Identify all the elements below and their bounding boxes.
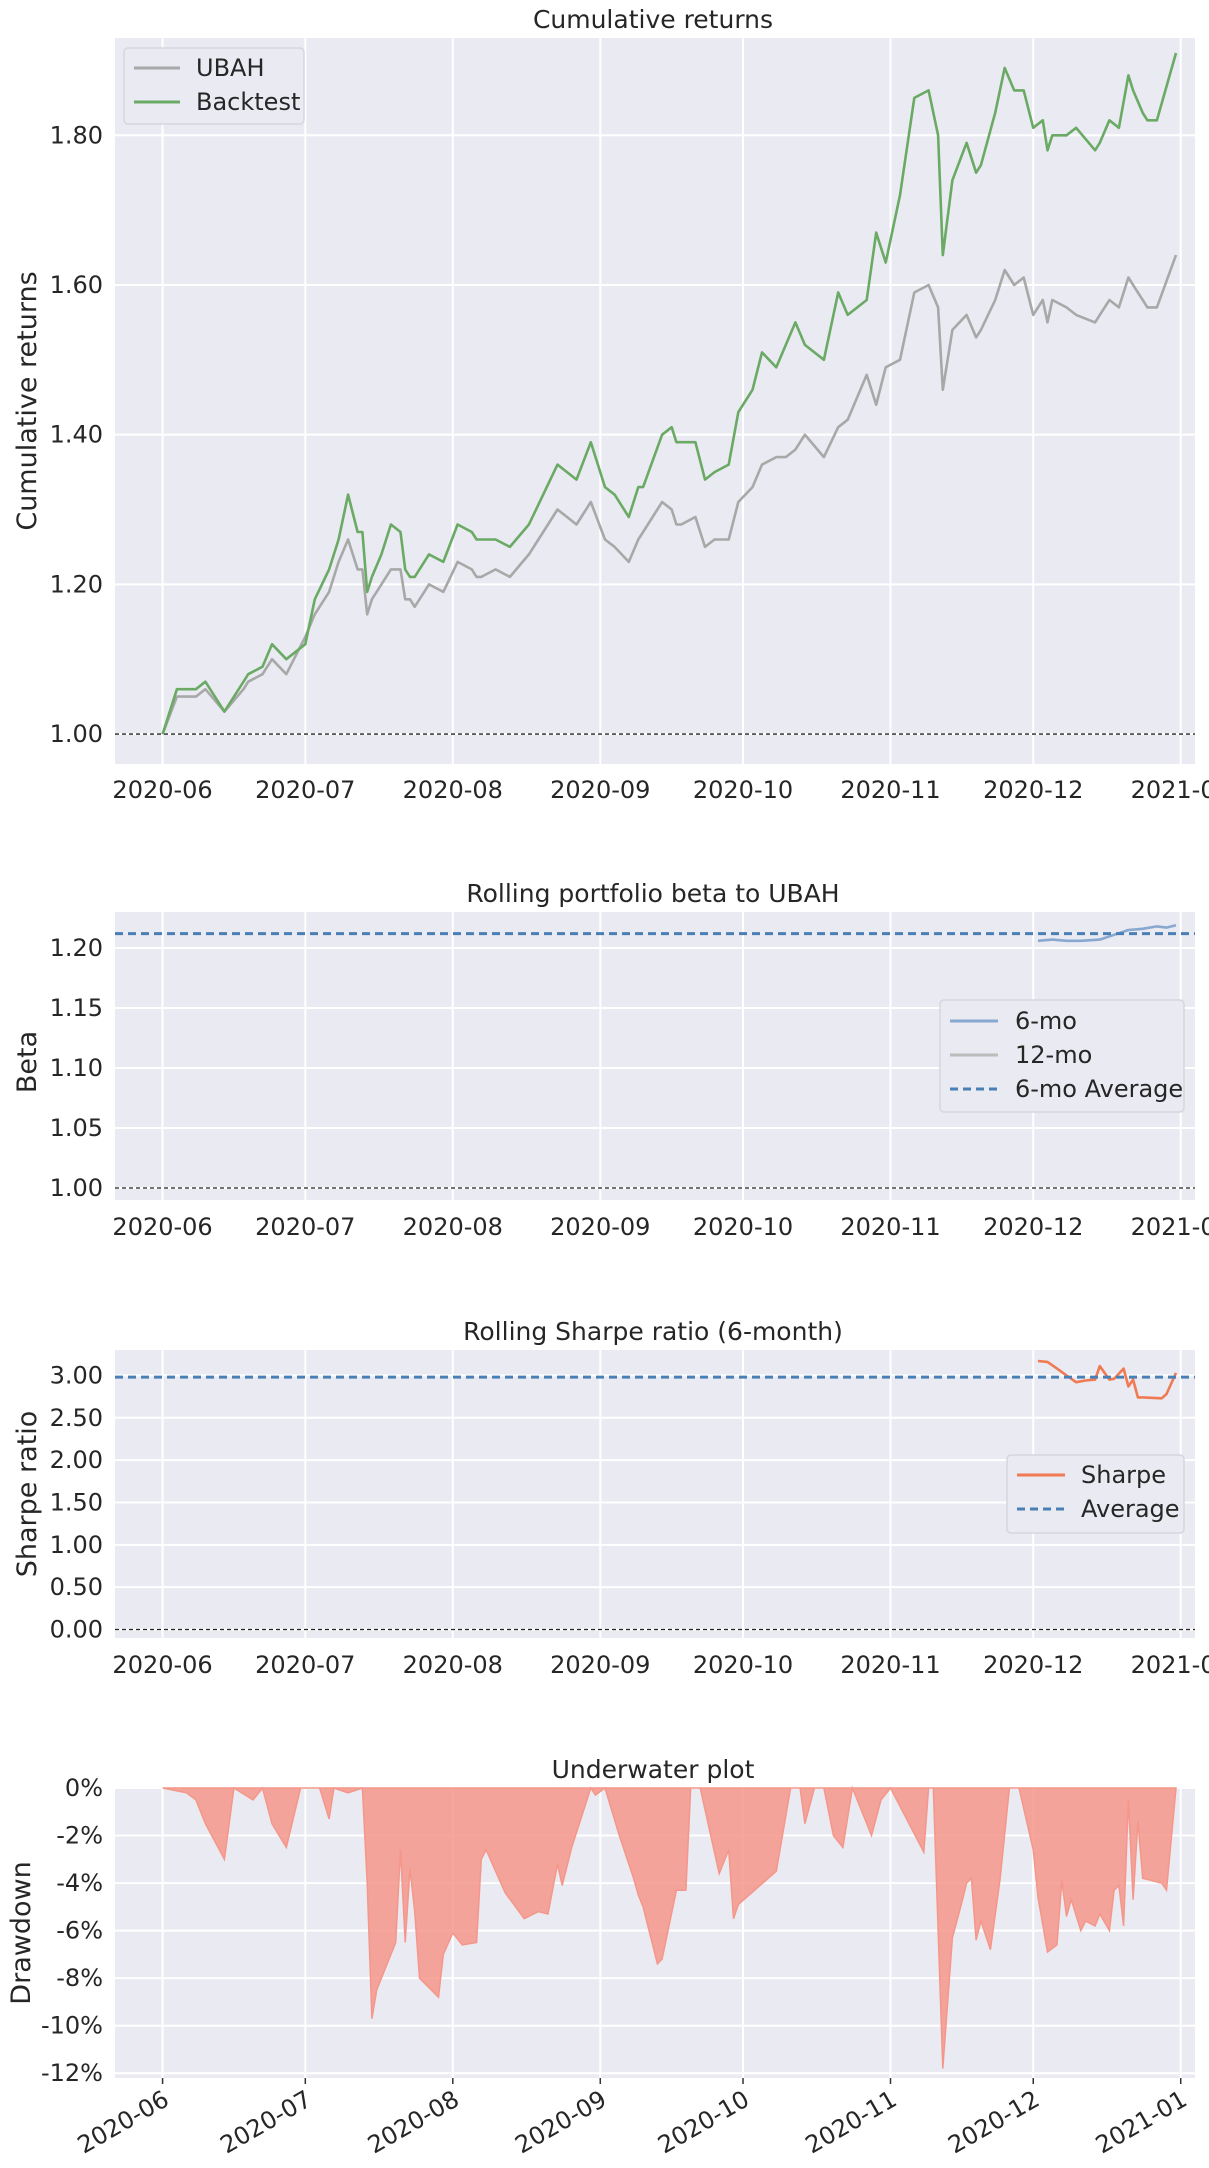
legend-label-6-mo-average: 6-mo Average — [1015, 1075, 1183, 1103]
series-underwater — [162, 1785, 1177, 2069]
series-rolling-beta — [115, 923, 1195, 943]
chart-title-rolling-sharpe: Rolling Sharpe ratio (6-month) — [463, 1317, 843, 1346]
legend-rolling-beta: 6-mo 12-mo 6-mo Average — [939, 999, 1185, 1113]
ytick-label: 0% — [65, 1774, 103, 1802]
xtick-label: 2020-11 — [840, 1651, 940, 1679]
ytick-label: 1.00 — [50, 1174, 103, 1202]
series-line-sharpe — [1037, 1359, 1178, 1400]
ytick-label: 1.50 — [50, 1488, 103, 1516]
xtick-label: 2020-07 — [255, 776, 355, 804]
plot-area-cumulative-returns — [115, 38, 1195, 764]
xtick-label: 2021-01 — [1131, 776, 1209, 804]
ytick-label: 0.50 — [50, 1573, 103, 1601]
legend-cumulative-returns: UBAH Backtest — [123, 47, 305, 125]
xtick-label: 2020-10 — [693, 1651, 793, 1679]
ytick-label: 1.60 — [50, 271, 103, 299]
xtick-label: 2020-07 — [215, 2085, 316, 2159]
ytick-label: 1.20 — [50, 934, 103, 962]
chart-title-underwater: Underwater plot — [552, 1755, 755, 1784]
legend-label-sharpe: Sharpe — [1081, 1461, 1166, 1489]
ytick-label: 1.00 — [50, 1531, 103, 1559]
y-axis-label-rolling-sharpe: Sharpe ratio — [12, 1411, 43, 1577]
xtick-label: 2020-08 — [403, 1651, 503, 1679]
ytick-label: -6% — [56, 1917, 103, 1945]
legend-label-12-mo: 12-mo — [1015, 1041, 1092, 1069]
xtick-label: 2020-06 — [112, 1213, 212, 1241]
xtick-label: 2020-09 — [550, 776, 650, 804]
gridlines-cumulative-returns — [115, 38, 1195, 764]
series-line-ubah — [161, 254, 1178, 735]
xtick-label: 2020-12 — [983, 776, 1083, 804]
xtick-label: 2020-11 — [840, 776, 940, 804]
ytick-label: 2.50 — [50, 1404, 103, 1432]
ytick-label: -4% — [56, 1869, 103, 1897]
xtick-label: 2020-07 — [255, 1651, 355, 1679]
xtick-label: 2021-01 — [1091, 2085, 1192, 2159]
ytick-label: 1.40 — [50, 421, 103, 449]
panel-rolling-beta: Rolling portfolio beta to UBAH 1.001.051… — [12, 879, 1209, 1241]
ytick-label: 1.20 — [50, 570, 103, 598]
ytick-label: 1.80 — [50, 121, 103, 149]
xtick-label: 2020-11 — [801, 2085, 902, 2159]
xticks-rolling-sharpe: 2020-06 2020-07 2020-08 2020-09 2020-10 2020-… — [112, 1651, 1209, 1679]
ytick-label: 1.15 — [50, 994, 103, 1022]
panel-rolling-sharpe: Rolling Sharpe ratio (6-month) 0.00 0.50 1… — [12, 1317, 1209, 1679]
y-axis-label-underwater: Drawdown — [6, 1861, 37, 2004]
xticks-rolling-beta: 2020-06 2020-07 2020-08 2020-09 2020-10 2020-… — [112, 1213, 1209, 1241]
ytick-label: 0.00 — [50, 1616, 103, 1644]
series-rolling-sharpe — [115, 1359, 1195, 1400]
ytick-label: 2.00 — [50, 1446, 103, 1474]
xtick-label: 2020-10 — [693, 1213, 793, 1241]
ytick-label: -10% — [41, 2012, 103, 2040]
xtick-label: 2020-10 — [693, 776, 793, 804]
chart-title-rolling-beta: Rolling portfolio beta to UBAH — [466, 879, 839, 908]
series-line-backtest — [161, 52, 1178, 735]
chart-title-cumulative-returns: Cumulative returns — [533, 5, 773, 34]
ytick-label: 1.10 — [50, 1054, 103, 1082]
legend-label-ubah: UBAH — [196, 54, 265, 82]
xtick-label: 2020-08 — [403, 1213, 503, 1241]
ytick-label: -12% — [41, 2059, 103, 2087]
legend-label-average: Average — [1081, 1495, 1180, 1523]
y-axis-label-rolling-beta: Beta — [12, 1031, 43, 1093]
xtick-label: 2020-10 — [653, 2085, 754, 2159]
xtick-label: 2021-01 — [1131, 1213, 1209, 1241]
xtick-label: 2020-12 — [983, 1651, 1083, 1679]
xtick-label: 2020-12 — [983, 1213, 1083, 1241]
xtick-label: 2020-08 — [403, 776, 503, 804]
xtick-label: 2020-08 — [363, 2085, 464, 2159]
yticks-cumulative-returns: 1.00 1.20 1.40 1.60 1.80 — [50, 121, 103, 748]
xticks-cumulative-returns: 2020-06 2020-07 2020-08 2020-09 2020-10 2020-… — [112, 776, 1209, 804]
xtick-label: 2020-09 — [510, 2085, 611, 2159]
yticks-rolling-sharpe: 0.00 0.50 1.00 1.50 2.00 2.50 3.00 — [50, 1361, 103, 1643]
ytick-label: 1.00 — [50, 720, 103, 748]
legend-rolling-sharpe: Sharpe Average — [1006, 1454, 1185, 1534]
series-cumulative-returns — [161, 52, 1178, 735]
xticks-underwater: 2020-06 2020-07 2020-08 2020-09 2020-10 2020-… — [73, 2078, 1192, 2159]
ytick-label: 3.00 — [50, 1361, 103, 1389]
series-line-6-mo — [1037, 923, 1177, 943]
xtick-label: 2020-12 — [943, 2085, 1044, 2159]
ytick-label: -2% — [56, 1822, 103, 1850]
panel-underwater: Underwater plot 0% -2% -4% -6% -8% -10% -12% 2… — [6, 1755, 1195, 2159]
yticks-rolling-beta: 1.00 1.05 1.10 1.15 1.20 — [50, 934, 103, 1202]
series-area-drawdown — [162, 1785, 1177, 2069]
ytick-label: 1.05 — [50, 1114, 103, 1142]
yticks-underwater: 0% -2% -4% -6% -8% -10% -12% — [41, 1774, 103, 2087]
xtick-label: 2020-11 — [840, 1213, 940, 1241]
xtick-label: 2020-09 — [550, 1651, 650, 1679]
xtick-label: 2020-06 — [112, 1651, 212, 1679]
xtick-label: 2020-09 — [550, 1213, 650, 1241]
legend-label-backtest: Backtest — [196, 88, 300, 116]
legend-box-rolling-beta — [939, 999, 1185, 1113]
xtick-label: 2020-06 — [73, 2085, 174, 2159]
xtick-label: 2020-07 — [255, 1213, 355, 1241]
y-axis-label-cumulative-returns: Cumulative returns — [12, 271, 43, 530]
ytick-label: -8% — [56, 1964, 103, 1992]
xtick-label: 2020-06 — [112, 776, 212, 804]
panel-cumulative-returns: Cumulative returns 1.001.201.401.601.80 … — [12, 5, 1209, 804]
xtick-label: 2021-01 — [1131, 1651, 1209, 1679]
legend-label-6-mo: 6-mo — [1015, 1007, 1077, 1035]
